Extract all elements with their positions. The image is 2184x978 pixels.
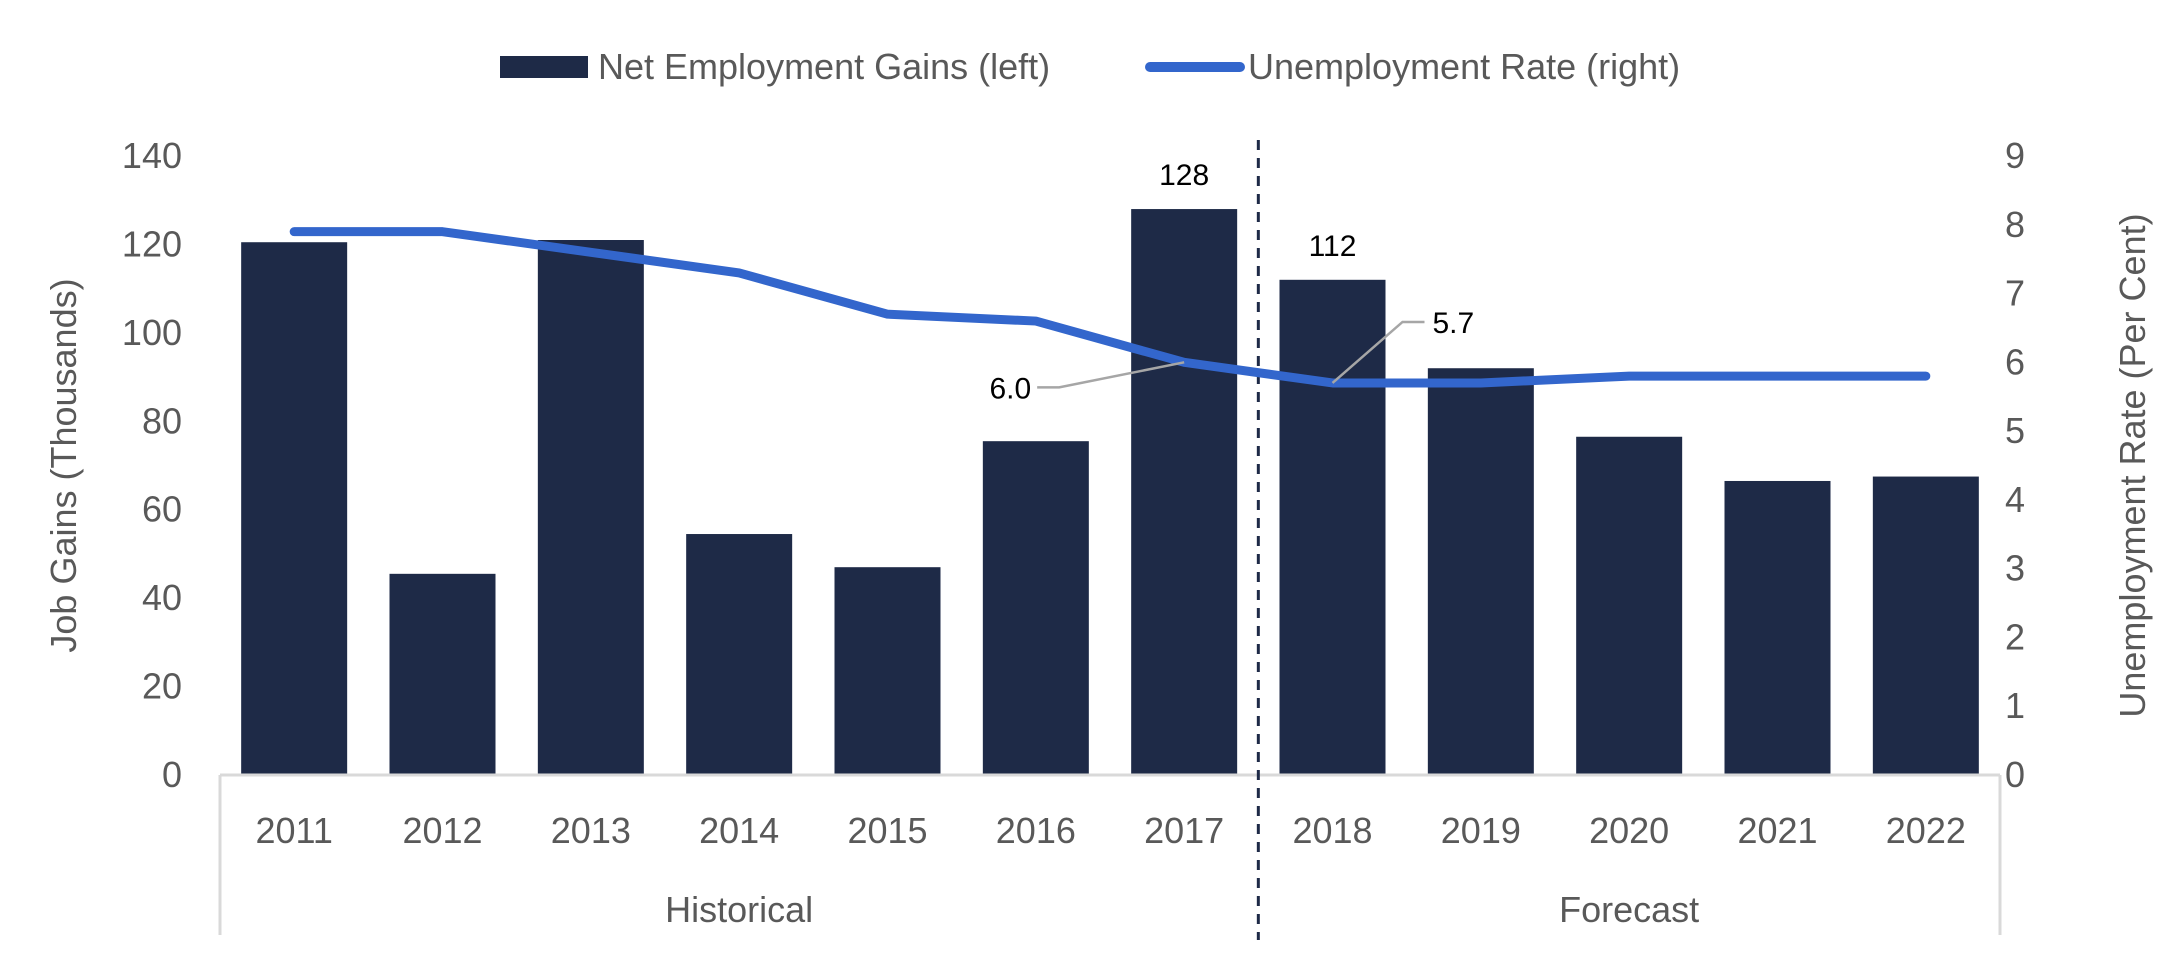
bar-2016 bbox=[982, 441, 1089, 775]
y-tick-label: 20 bbox=[142, 666, 182, 707]
legend-label-bars: Net Employment Gains (left) bbox=[598, 46, 1050, 87]
bar-2022 bbox=[1872, 476, 1979, 775]
bar-2018 bbox=[1279, 279, 1386, 775]
y-tick-label: 100 bbox=[122, 312, 182, 353]
bar-data-label-2017: 128 bbox=[1159, 159, 1209, 192]
y-tick-label: 140 bbox=[122, 135, 182, 176]
x-tick-label: 2017 bbox=[1144, 810, 1224, 851]
legend-label-line: Unemployment Rate (right) bbox=[1248, 46, 1680, 87]
y2-tick-label: 1 bbox=[2005, 685, 2025, 726]
bar-2020 bbox=[1576, 436, 1683, 775]
x-tick-label: 2019 bbox=[1441, 810, 1521, 851]
line-data-label-2017: 6.0 bbox=[989, 372, 1031, 405]
y2-tick-label: 5 bbox=[2005, 410, 2025, 451]
y2-axis-title: Unemployment Rate (Per Cent) bbox=[2112, 213, 2153, 717]
y2-tick-label: 9 bbox=[2005, 135, 2025, 176]
bar-2011 bbox=[241, 242, 348, 776]
x-tick-label: 2021 bbox=[1737, 810, 1817, 851]
y-axis-title: Job Gains (Thousands) bbox=[43, 278, 84, 652]
x-tick-label: 2022 bbox=[1886, 810, 1966, 851]
bar-2015 bbox=[834, 567, 941, 775]
x-tick-label: 2016 bbox=[996, 810, 1076, 851]
bar-2014 bbox=[686, 534, 793, 775]
y2-tick-label: 2 bbox=[2005, 616, 2025, 657]
x-tick-label: 2011 bbox=[255, 810, 332, 851]
y-tick-label: 120 bbox=[122, 223, 182, 264]
leader-line-2017 bbox=[1037, 361, 1185, 389]
x-tick-label: 2018 bbox=[1292, 810, 1372, 851]
y2-tick-label: 0 bbox=[2005, 754, 2025, 795]
group-label-historical: Historical bbox=[665, 889, 813, 930]
x-tick-label: 2013 bbox=[551, 810, 631, 851]
bar-2017 bbox=[1131, 209, 1238, 776]
y2-tick-label: 4 bbox=[2005, 479, 2025, 520]
leader-line-2018 bbox=[1331, 320, 1425, 384]
x-tick-label: 2014 bbox=[699, 810, 779, 851]
y2-tick-label: 8 bbox=[2005, 204, 2025, 245]
y2-tick-label: 7 bbox=[2005, 273, 2025, 314]
line-data-label-2018: 5.7 bbox=[1433, 307, 1475, 340]
bar-2019 bbox=[1427, 368, 1534, 775]
y2-tick-label: 6 bbox=[2005, 341, 2025, 382]
y-tick-label: 0 bbox=[162, 754, 182, 795]
y-tick-label: 80 bbox=[142, 400, 182, 441]
bar-data-label-2018: 112 bbox=[1309, 230, 1357, 263]
y-tick-label: 60 bbox=[142, 489, 182, 530]
bar-2021 bbox=[1724, 480, 1831, 775]
x-tick-label: 2012 bbox=[402, 810, 482, 851]
y2-tick-label: 3 bbox=[2005, 548, 2025, 589]
group-label-forecast: Forecast bbox=[1559, 889, 1699, 930]
x-tick-label: 2015 bbox=[847, 810, 927, 851]
bar-2013 bbox=[537, 240, 644, 775]
y-tick-label: 40 bbox=[142, 577, 182, 618]
unemployment-rate-line bbox=[289, 227, 1931, 388]
bar-2012 bbox=[389, 573, 496, 775]
x-tick-label: 2020 bbox=[1589, 810, 1669, 851]
legend-swatch-bars bbox=[500, 56, 588, 78]
